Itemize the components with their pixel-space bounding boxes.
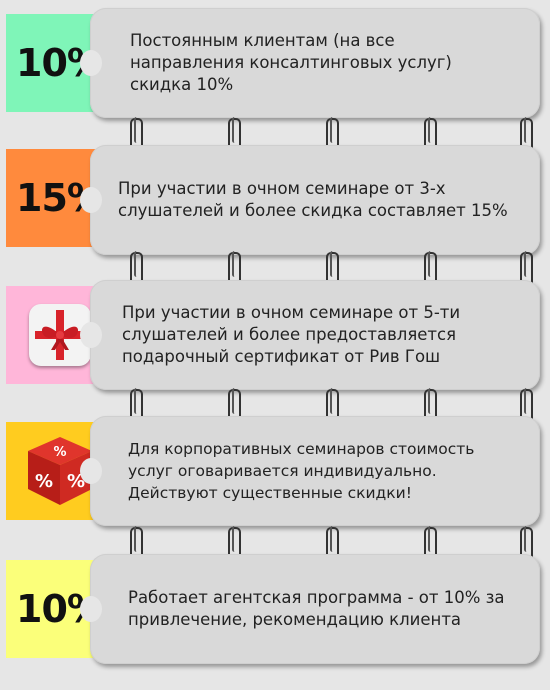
card-notch [80, 322, 102, 348]
card-notch [80, 50, 102, 76]
svg-text:%: % [53, 445, 66, 460]
offer-card: При участии в очном семинаре от 5-ти слу… [80, 280, 540, 390]
offer-text: Для корпоративных семинаров стоимость ус… [128, 440, 475, 502]
offer-row-5: 10% Работает агентская программа - от 10… [0, 554, 550, 664]
offer-card: Для корпоративных семинаров стоимость ус… [80, 416, 540, 526]
offer-row-4: % % % Для корпоративных семинаров стоимо… [0, 416, 550, 526]
card-notch [80, 458, 102, 484]
offer-row-3: При участии в очном семинаре от 5-ти слу… [0, 280, 550, 390]
svg-text:%: % [35, 471, 53, 492]
offer-row-2: 15% При участии в очном семинаре от 3-х … [0, 145, 550, 255]
offer-card: Работает агентская программа - от 10% за… [80, 554, 540, 664]
offer-card: Постоянным клиентам (на все направления … [80, 8, 540, 118]
gift-icon [29, 304, 91, 366]
offer-text: Работает агентская программа - от 10% за… [128, 588, 505, 629]
offer-card: При участии в очном семинаре от 3-х слуш… [80, 145, 540, 255]
offer-text: Постоянным клиентам (на все направления … [130, 31, 452, 94]
offer-text: При участии в очном семинаре от 5-ти слу… [122, 303, 461, 366]
offer-row-1: 10% Постоянным клиентам (на все направле… [0, 8, 550, 118]
card-notch [80, 596, 102, 622]
offer-text: При участии в очном семинаре от 3-х слуш… [118, 179, 508, 220]
card-notch [80, 187, 102, 213]
percent-dice-icon: % % % [28, 437, 92, 505]
